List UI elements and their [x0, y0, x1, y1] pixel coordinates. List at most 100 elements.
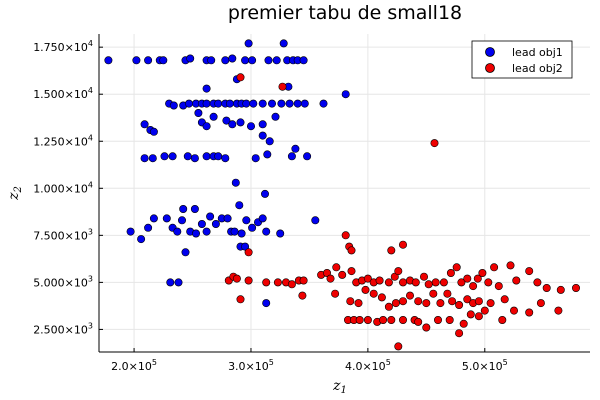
data-point — [277, 99, 286, 108]
data-point — [242, 216, 251, 225]
data-point — [469, 282, 478, 291]
data-point — [149, 127, 158, 136]
data-point — [207, 56, 216, 65]
data-point — [265, 137, 274, 146]
data-point — [512, 276, 521, 285]
data-point — [445, 315, 454, 324]
data-point — [398, 240, 407, 249]
data-point — [221, 154, 230, 163]
data-point — [429, 289, 438, 298]
data-point — [267, 99, 276, 108]
data-point — [140, 120, 149, 129]
data-point — [144, 223, 153, 232]
data-point — [354, 299, 363, 308]
data-point — [375, 276, 384, 285]
data-point — [338, 270, 347, 279]
data-point — [211, 220, 220, 229]
data-point — [394, 267, 403, 276]
data-point — [287, 280, 296, 289]
data-point — [248, 56, 257, 65]
x-tick-label: 2.0×105 — [111, 358, 157, 373]
data-point — [209, 112, 218, 121]
data-point — [271, 112, 280, 121]
data-point — [331, 289, 340, 298]
data-point — [394, 342, 403, 351]
data-point — [244, 39, 253, 48]
series-1 — [104, 39, 350, 308]
data-point — [202, 99, 211, 108]
y-ticks: 2.500×103 5.000×103 7.500×103 1.000×104 1.25… — [33, 39, 103, 336]
y-tick-label: 1.750×104 — [33, 39, 93, 54]
data-point — [149, 214, 158, 223]
data-point — [244, 276, 253, 285]
data-point — [474, 297, 483, 306]
data-point — [533, 278, 542, 287]
data-point — [298, 291, 307, 300]
plot-area-frame — [99, 34, 590, 352]
data-point — [202, 84, 211, 93]
data-point — [148, 154, 157, 163]
data-point — [183, 152, 192, 161]
data-point — [486, 299, 495, 308]
data-points — [104, 39, 580, 351]
data-point — [433, 315, 442, 324]
data-point — [258, 214, 267, 223]
y-tick-label: 1.000×104 — [33, 180, 93, 195]
data-point — [251, 154, 260, 163]
data-point — [436, 299, 445, 308]
data-point — [244, 248, 253, 257]
data-point — [221, 56, 230, 65]
data-point — [430, 139, 439, 148]
legend: lead obj1 lead obj2 — [471, 40, 573, 79]
data-point — [299, 276, 308, 285]
x-tick-label: 4.0×105 — [345, 358, 391, 373]
data-point — [235, 201, 244, 210]
data-point — [556, 285, 565, 294]
data-point — [214, 99, 223, 108]
data-point — [285, 99, 294, 108]
data-point — [377, 293, 386, 302]
data-point — [509, 306, 518, 315]
data-point — [490, 263, 499, 272]
data-point — [498, 315, 507, 324]
data-point — [299, 56, 308, 65]
data-point — [287, 152, 296, 161]
data-point — [222, 116, 231, 125]
data-point — [446, 268, 455, 277]
data-point — [137, 235, 146, 244]
data-point — [144, 56, 153, 65]
data-point — [341, 90, 350, 99]
data-point — [248, 223, 257, 232]
legend-marker-obj2 — [485, 63, 495, 73]
data-point — [361, 285, 370, 294]
data-point — [452, 263, 461, 272]
data-point — [140, 154, 149, 163]
data-point — [525, 308, 534, 317]
data-point — [369, 289, 378, 298]
data-point — [459, 319, 468, 328]
series-2 — [224, 73, 580, 351]
data-point — [258, 131, 267, 140]
data-point — [536, 299, 545, 308]
y-axis-label: z2 — [6, 186, 24, 201]
data-point — [231, 178, 240, 187]
data-point — [355, 315, 364, 324]
data-point — [263, 150, 272, 159]
data-point — [398, 297, 407, 306]
data-point — [414, 297, 423, 306]
data-point — [455, 329, 464, 338]
data-point — [422, 299, 431, 308]
data-point — [232, 274, 241, 283]
data-point — [554, 306, 563, 315]
chart-title: premier tabu de small18 — [228, 2, 462, 24]
y-tick-label: 7.500×103 — [33, 227, 93, 242]
data-point — [225, 99, 234, 108]
data-point — [448, 297, 457, 306]
data-point — [159, 56, 168, 65]
data-point — [363, 274, 372, 283]
data-point — [379, 315, 388, 324]
data-point — [457, 278, 466, 287]
data-point — [185, 99, 194, 108]
data-point — [384, 278, 393, 287]
data-point — [173, 227, 182, 236]
